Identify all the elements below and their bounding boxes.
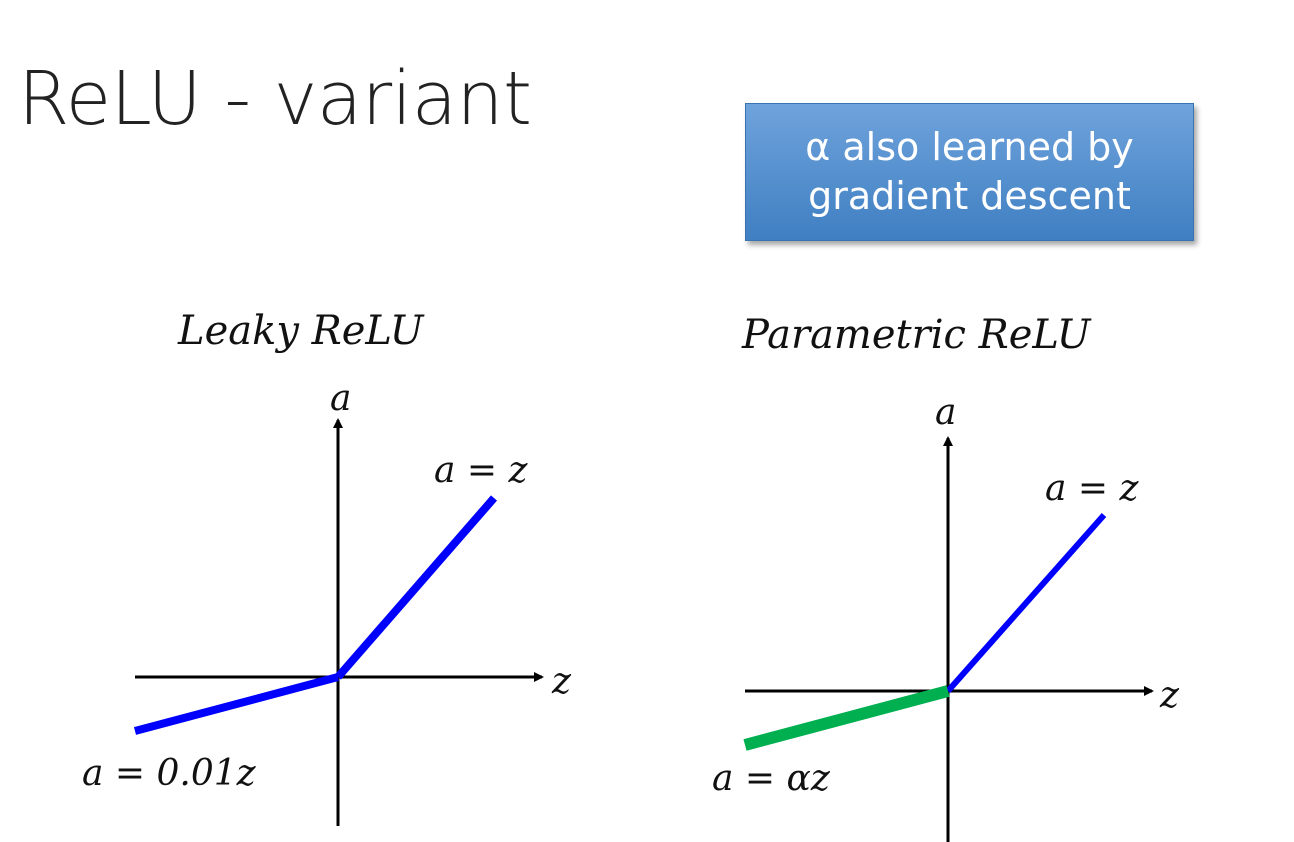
leaky-x-axis-label: z [551, 661, 572, 702]
leaky-negative-line [135, 677, 338, 731]
param-positive-label: a = z [1045, 468, 1140, 509]
leaky-positive-label: a = z [434, 450, 529, 491]
param-positive-line [948, 515, 1104, 691]
leaky-negative-label: a = 0.01z [82, 753, 257, 794]
param-negative-line [745, 691, 948, 745]
leaky-y-axis-label: a [330, 378, 351, 419]
param-y-axis-label: a [935, 392, 956, 433]
leaky-positive-line [338, 498, 494, 677]
parametric-relu-plot: a z a = z a = αz [712, 392, 1180, 842]
param-negative-label: a = αz [712, 758, 831, 799]
leaky-relu-plot: a z a = z a = 0.01z [82, 378, 572, 826]
param-x-axis-label: z [1159, 675, 1180, 716]
